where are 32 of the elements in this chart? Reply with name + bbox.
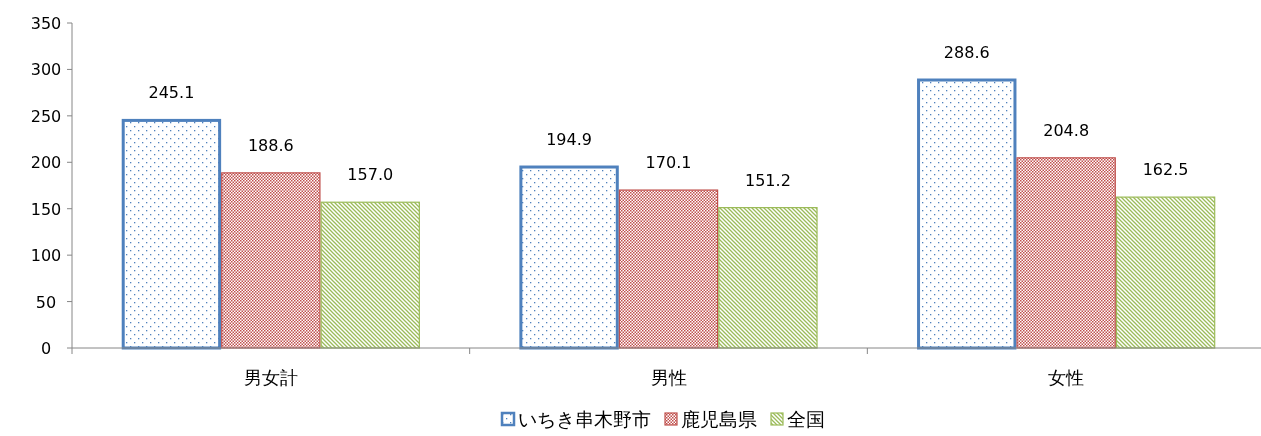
x-tick-label: 男性 xyxy=(650,367,687,388)
y-tick-label: 250 xyxy=(30,106,62,126)
y-tick-label: 300 xyxy=(30,60,62,80)
data-label: 188.6 xyxy=(247,135,294,155)
legend-label: 鹿児島県 xyxy=(681,408,757,430)
y-tick-label: 0 xyxy=(40,339,52,358)
data-label: 162.5 xyxy=(1142,160,1189,180)
data-label: 245.1 xyxy=(148,83,195,103)
data-label: 170.1 xyxy=(645,153,692,173)
legend-label: 全国 xyxy=(787,408,825,430)
data-label: 151.2 xyxy=(745,170,791,190)
data-label: 204.8 xyxy=(1043,120,1090,140)
bar xyxy=(320,201,420,349)
y-tick-label: 200 xyxy=(30,153,62,173)
y-tick-label: 150 xyxy=(30,199,62,219)
data-label: 288.6 xyxy=(943,43,990,63)
x-tick-label: 男女計 xyxy=(243,367,298,388)
bar xyxy=(917,78,1017,350)
x-tick-label: 女性 xyxy=(1048,367,1085,388)
y-tick-label: 350 xyxy=(30,14,62,33)
bar xyxy=(519,165,619,350)
data-label: 194.9 xyxy=(546,130,592,150)
bar xyxy=(121,118,222,350)
legend-label: いちき串木野市 xyxy=(518,408,651,430)
bar xyxy=(1115,196,1216,349)
bar xyxy=(718,207,818,349)
bar xyxy=(221,172,321,349)
bar xyxy=(1016,157,1116,349)
data-label: 157.0 xyxy=(347,165,394,185)
bar xyxy=(618,189,719,349)
y-tick-label: 50 xyxy=(35,292,57,312)
y-tick-label: 100 xyxy=(30,246,62,266)
